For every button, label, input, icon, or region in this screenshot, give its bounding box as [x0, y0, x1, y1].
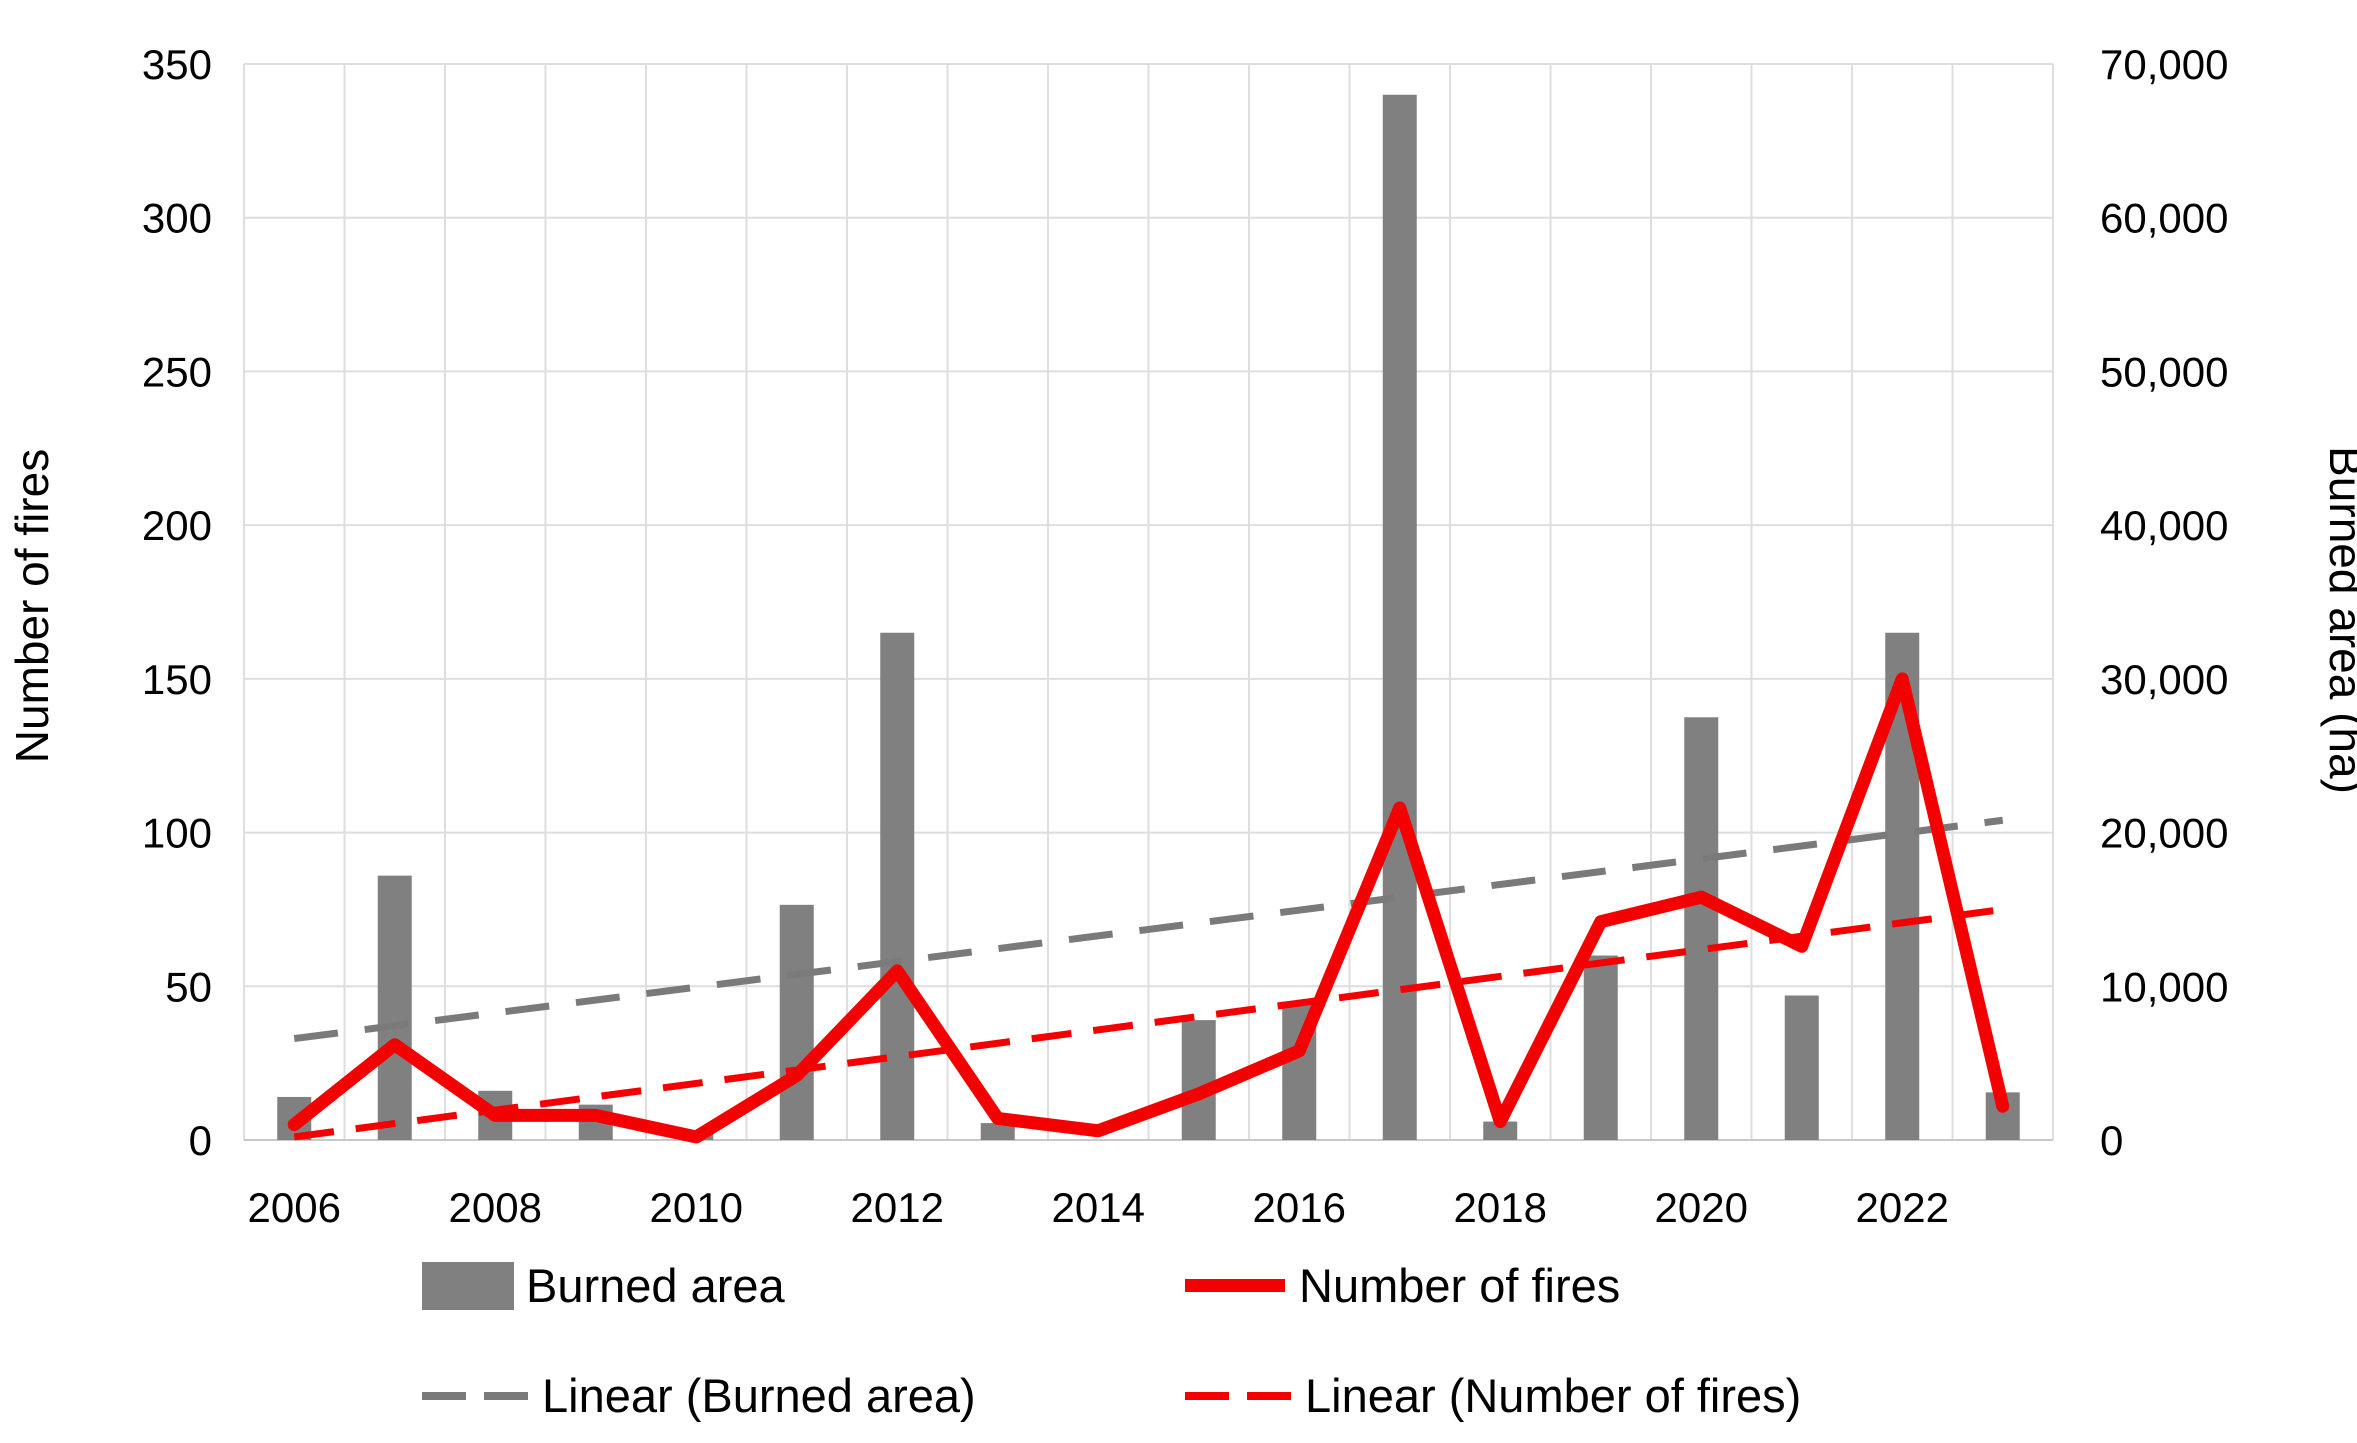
linear-number-of-fires-trendline	[293, 905, 2004, 1141]
bar-2012	[880, 632, 915, 1140]
x-tick-label: 2006	[248, 1184, 341, 1231]
number-of-fires-polyline	[287, 672, 2010, 1144]
burned-area-swatch	[422, 1261, 514, 1310]
right-tick-label: 10,000	[2100, 963, 2228, 1010]
x-tick-label: 2018	[1454, 1184, 1547, 1231]
number-of-fires-line	[287, 672, 2010, 1144]
right-tick-label: 50,000	[2100, 348, 2228, 395]
x-tick-label: 2008	[449, 1184, 542, 1231]
left-tick-label: 200	[142, 502, 212, 549]
left-tick-label: 0	[189, 1117, 212, 1164]
bar-2021	[1784, 995, 1819, 1140]
gridlines	[243, 63, 2054, 1141]
left-tick-label: 150	[142, 656, 212, 703]
bar-2015	[1181, 1020, 1216, 1140]
legend-item-linear-number-of-fires: Linear (Number of fires)	[1185, 1368, 1801, 1423]
bar-2020	[1684, 717, 1719, 1140]
right-tick-label: 0	[2100, 1117, 2123, 1164]
x-tick-label: 2022	[1856, 1184, 1949, 1231]
bar-2007	[377, 875, 412, 1140]
number-of-fires-swatch	[1185, 1279, 1285, 1292]
bar-2017	[1382, 94, 1417, 1140]
legend-item-linear-burned-area: Linear (Burned area)	[422, 1368, 976, 1423]
bar-2013	[980, 1123, 1015, 1140]
legend-label-linear-number-of-fires: Linear (Number of fires)	[1305, 1369, 1802, 1422]
right-tick-label: 30,000	[2100, 656, 2228, 703]
linear-burned-area-swatch	[422, 1391, 528, 1400]
left-axis-title: Number of fires	[6, 449, 58, 763]
left-tick-label: 300	[142, 195, 212, 242]
left-tick-label: 50	[165, 963, 212, 1010]
bar-2019	[1583, 955, 1618, 1140]
x-tick-label: 2016	[1253, 1184, 1346, 1231]
legend-label-linear-burned-area: Linear (Burned area)	[542, 1369, 976, 1422]
x-tick-label: 2020	[1655, 1184, 1748, 1231]
right-axis-tick-labels: 0 10,000 20,000 30,000 40,000 50,000 60,000 70,…	[2100, 41, 2228, 1164]
x-tick-label: 2012	[851, 1184, 944, 1231]
legend-row-2: Linear (Burned area) Linear (Number of f…	[422, 1368, 1801, 1423]
legend-label-number-of-fires: Number of fires	[1299, 1259, 1621, 1312]
legend-row-1: Burned area Number of fires	[422, 1258, 1620, 1313]
legend-item-number-of-fires: Number of fires	[1185, 1258, 1620, 1313]
burned-area-bars	[277, 94, 2020, 1140]
legend-label-burned-area: Burned area	[526, 1259, 785, 1312]
x-tick-label: 2014	[1052, 1184, 1145, 1231]
right-axis-title: Burned area (ha)	[2320, 446, 2357, 794]
left-tick-label: 250	[142, 348, 212, 395]
right-tick-label: 40,000	[2100, 502, 2228, 549]
bar-2011	[779, 904, 814, 1140]
legend-item-burned-area: Burned area	[422, 1258, 785, 1313]
right-tick-label: 20,000	[2100, 810, 2228, 857]
linear-burned-area-trendline	[293, 816, 2004, 1043]
bar-2018	[1483, 1121, 1518, 1140]
right-tick-label: 60,000	[2100, 195, 2228, 242]
x-tick-label: 2010	[650, 1184, 743, 1231]
linear-number-of-fires-swatch	[1185, 1391, 1291, 1400]
left-tick-label: 100	[142, 810, 212, 857]
left-tick-label: 350	[142, 41, 212, 88]
right-tick-label: 70,000	[2100, 41, 2228, 88]
trendlines	[293, 816, 2004, 1141]
x-axis-tick-labels: 2006 2008 2010 2012 2014 2016 2018 2020 2022	[248, 1184, 1949, 1231]
left-axis-tick-labels: 0 50 100 150 200 250 300 350	[142, 41, 212, 1164]
